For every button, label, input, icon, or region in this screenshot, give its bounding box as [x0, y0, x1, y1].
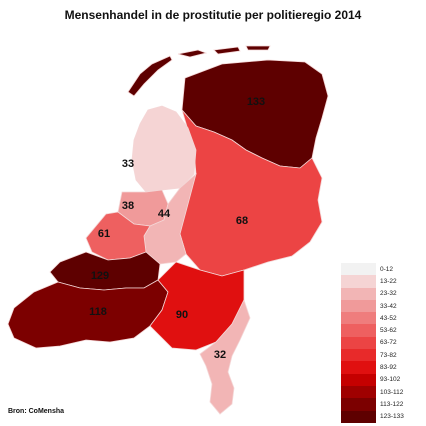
legend-label: 53-62: [380, 327, 397, 335]
legend-swatch: [341, 398, 376, 411]
legend-label: 113-122: [380, 400, 404, 408]
label-limburg: 32: [214, 349, 226, 361]
legend-item: 13-22: [341, 275, 413, 288]
source-note: Bron: CoMensha: [8, 408, 64, 415]
legend-swatch: [341, 373, 376, 386]
legend-label: 93-102: [380, 376, 401, 384]
legend-item: 23-32: [341, 287, 413, 300]
legend-label: 83-92: [380, 364, 397, 372]
legend-item: 53-62: [341, 324, 413, 337]
legend-swatch: [341, 410, 376, 423]
label-noord-holland: 33: [122, 158, 134, 170]
legend-item: 33-42: [341, 299, 413, 313]
legend: 0-12 13-22 23-32 33-42 43-52 53-62 63-72 73-82 8…: [341, 263, 413, 423]
legend-label: 13-22: [380, 277, 397, 285]
label-oost-brabant: 90: [176, 309, 188, 321]
legend-item: 93-102: [341, 373, 413, 386]
legend-swatch: [341, 275, 376, 288]
label-zeeland-west-brabant: 118: [89, 306, 107, 318]
legend-swatch: [341, 324, 376, 337]
legend-item: 63-72: [341, 336, 413, 350]
region-noord-holland: [131, 105, 197, 193]
label-midden-nederland: 44: [158, 208, 171, 220]
legend-label: 0-12: [380, 265, 394, 273]
legend-item: 123-133: [341, 410, 413, 423]
legend-swatch: [341, 263, 376, 276]
map-title: Mensenhandel in de prostitutie per polit…: [64, 8, 362, 22]
legend-item: 103-112: [341, 385, 413, 399]
legend-label: 23-32: [380, 290, 397, 298]
label-den-haag: 61: [98, 228, 110, 240]
legend-label: 33-42: [380, 302, 397, 310]
label-amsterdam: 38: [122, 200, 134, 212]
label-rotterdam: 129: [91, 270, 109, 282]
legend-swatch: [341, 349, 376, 362]
legend-label: 103-112: [380, 388, 404, 396]
region-zeeland-west-brabant: [7, 279, 169, 349]
legend-item: 83-92: [341, 361, 413, 374]
legend-label: 73-82: [380, 351, 397, 359]
legend-swatch: [341, 385, 376, 399]
legend-item: 43-52: [341, 312, 413, 325]
legend-label: 43-52: [380, 314, 397, 322]
legend-item: 113-122: [341, 398, 413, 411]
legend-swatch: [341, 287, 376, 300]
region-limburg: [199, 298, 251, 415]
legend-label: 123-133: [380, 413, 404, 421]
label-noord-nederland: 133: [247, 96, 265, 108]
label-oost-nederland: 68: [236, 215, 248, 227]
legend-item: 73-82: [341, 349, 413, 362]
legend-swatch: [341, 361, 376, 374]
wadden-islands: [127, 45, 271, 97]
legend-label: 63-72: [380, 339, 397, 347]
legend-swatch: [341, 299, 376, 313]
legend-item: 0-12: [341, 263, 413, 276]
legend-swatch: [341, 312, 376, 325]
legend-swatch: [341, 336, 376, 350]
